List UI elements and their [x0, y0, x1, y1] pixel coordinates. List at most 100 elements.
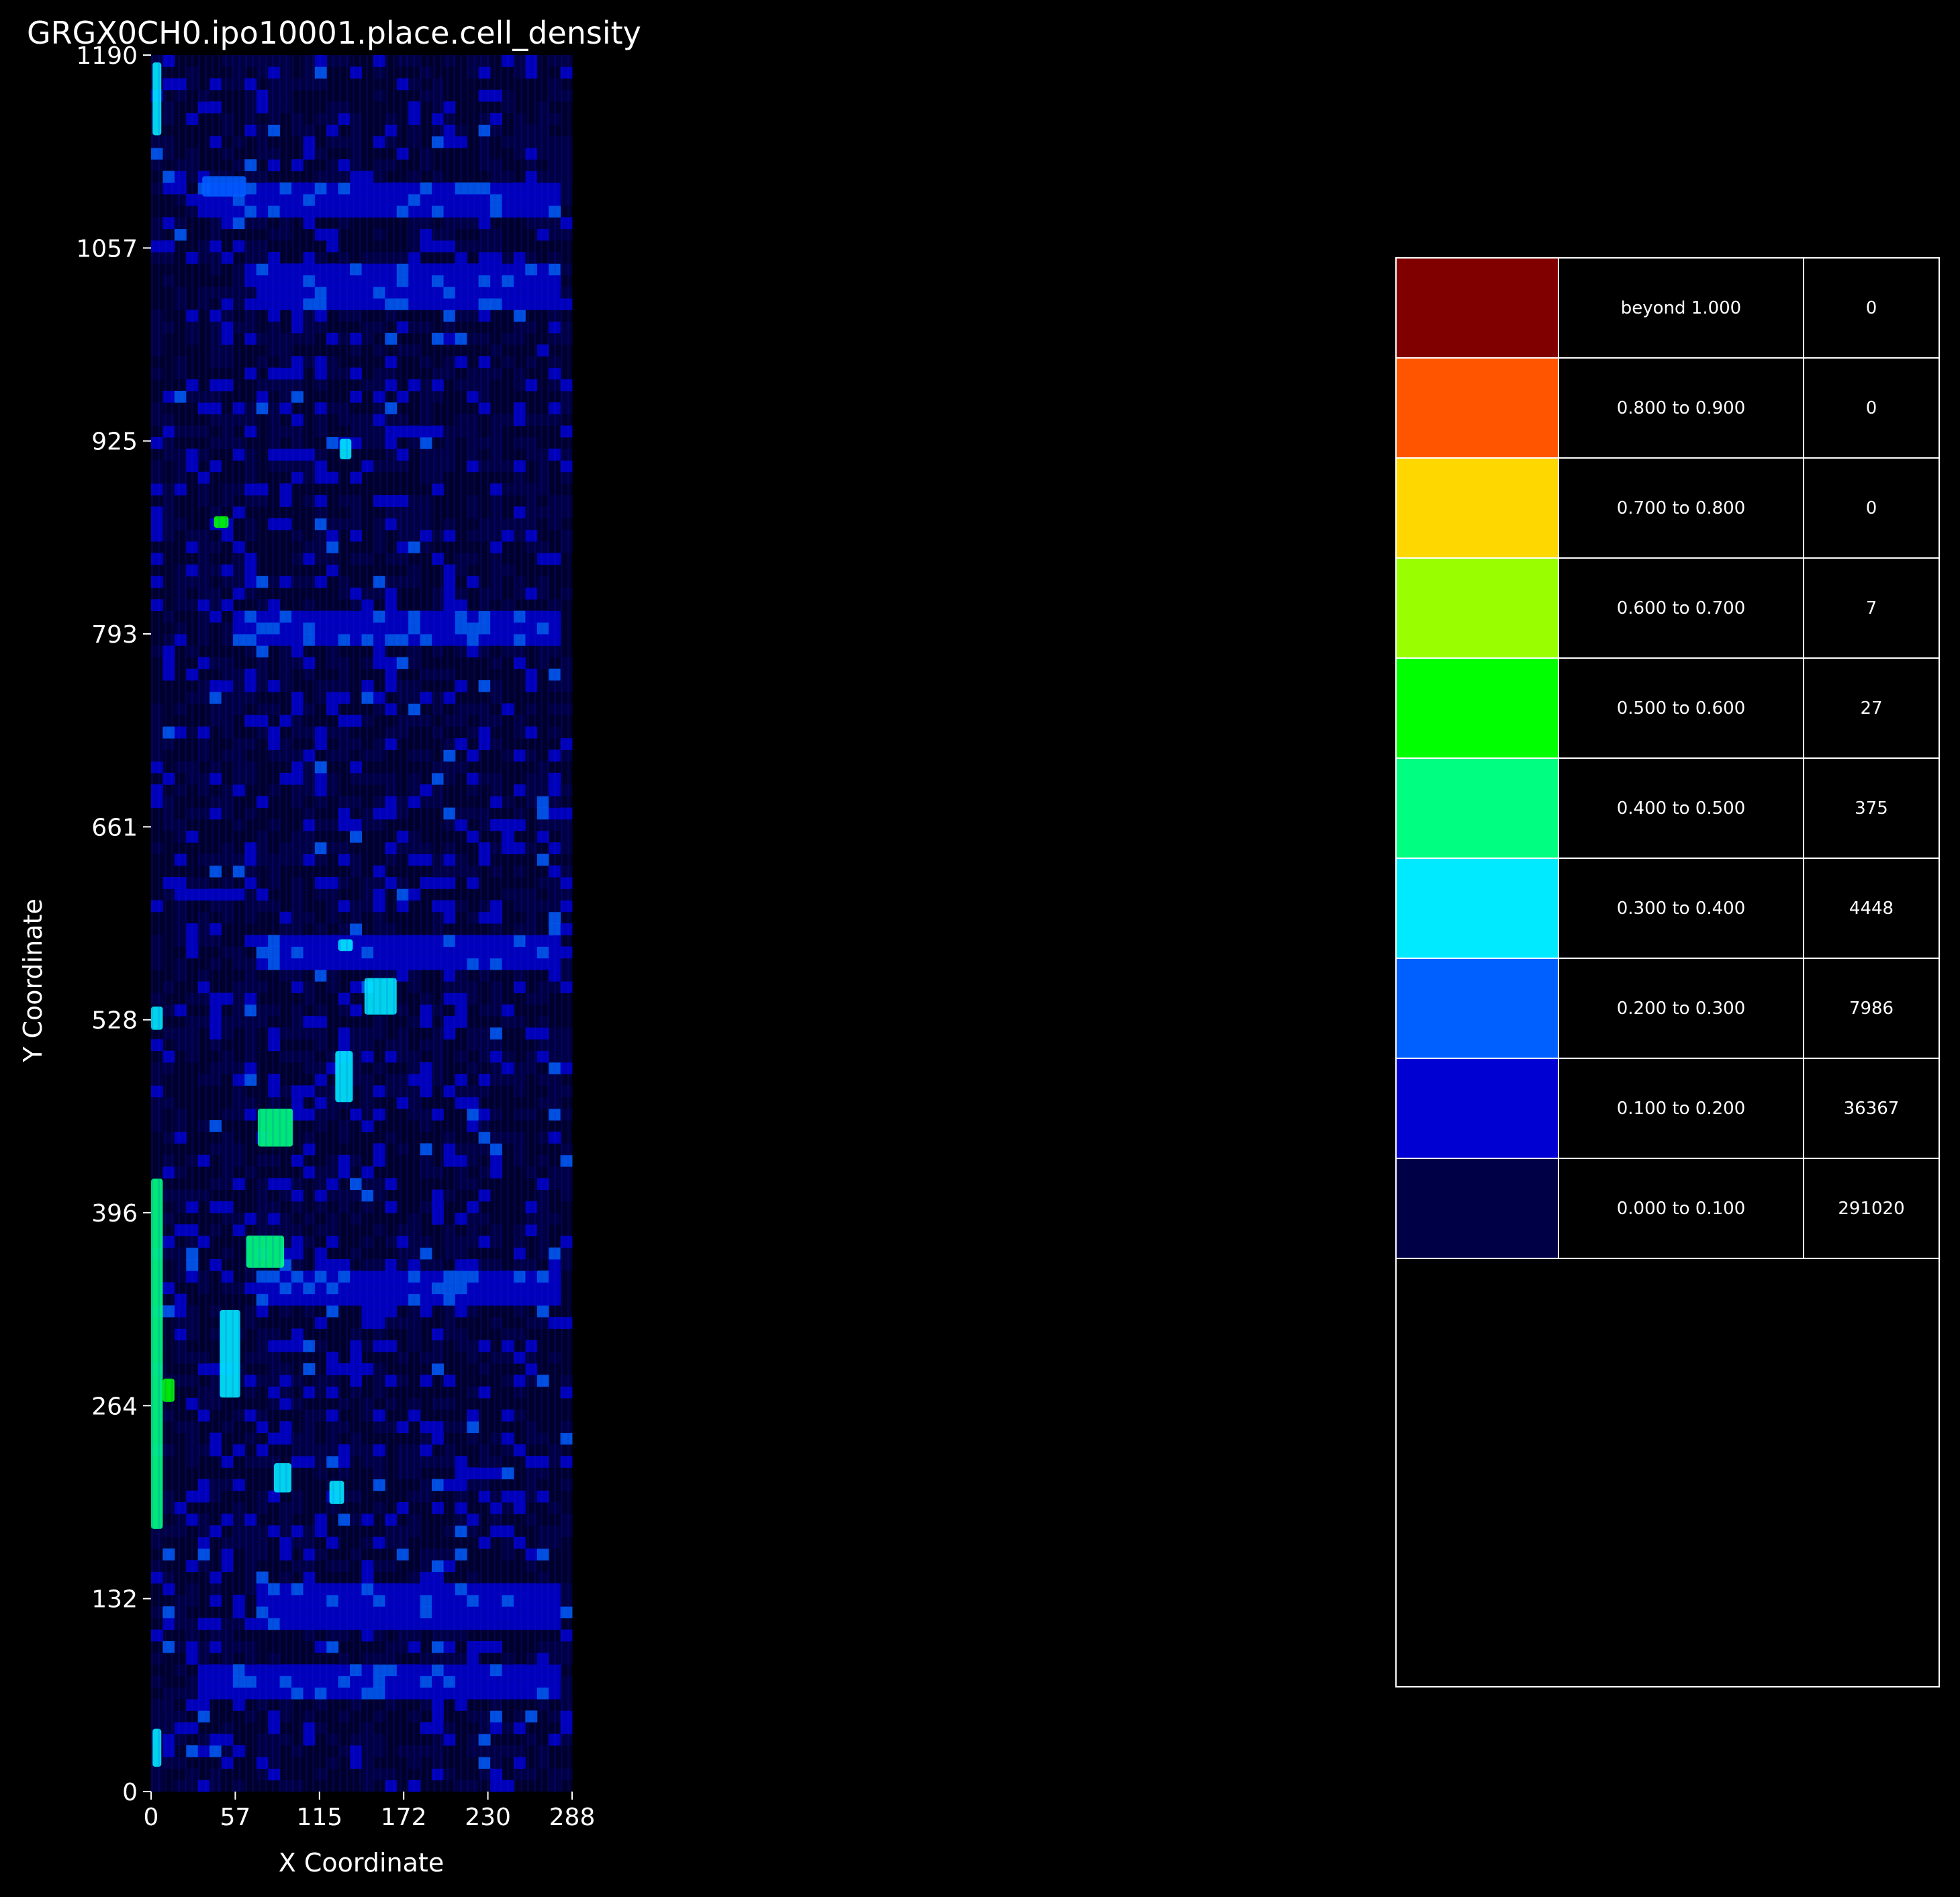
heatmap-cell [396, 692, 409, 704]
heatmap-cell [396, 726, 409, 739]
heatmap-cell [432, 772, 444, 785]
heatmap-cell [373, 1062, 385, 1074]
heatmap-cell [232, 275, 245, 287]
heatmap-cell [232, 634, 245, 646]
heatmap-cell [338, 1397, 351, 1410]
heatmap-cell [268, 182, 281, 195]
heatmap-cell [513, 1583, 526, 1595]
heatmap-cell [268, 1653, 281, 1665]
heatmap-cell [162, 1640, 175, 1653]
heatmap-cell [513, 124, 526, 137]
heatmap-cell [385, 1397, 398, 1410]
heatmap-cell [502, 182, 514, 195]
heatmap-cell [490, 657, 502, 669]
heatmap-cell [373, 1594, 385, 1607]
column-stripe [500, 55, 502, 1792]
heatmap-cell [443, 738, 456, 750]
heatmap-cell [408, 1409, 421, 1422]
heatmap-cell [443, 1189, 456, 1202]
heatmap-cell [455, 379, 467, 391]
heatmap-cell [303, 1340, 316, 1352]
heatmap-cell [373, 182, 385, 195]
heatmap-cell [420, 298, 432, 310]
heatmap-cell [291, 761, 304, 774]
heatmap-cell [455, 958, 467, 970]
heatmap-cell [502, 1062, 514, 1074]
heatmap-cell [303, 1062, 316, 1074]
heatmap-cell [186, 379, 199, 391]
heatmap-cell [338, 1467, 351, 1480]
heatmap-cell [338, 1131, 351, 1144]
heatmap-cell [221, 784, 234, 796]
heatmap-cell [221, 1536, 234, 1549]
heatmap-cell [303, 1733, 316, 1746]
heatmap-cell [197, 1409, 210, 1422]
heatmap-cell [525, 436, 538, 449]
heatmap-cell [396, 680, 409, 692]
heatmap-cell [303, 1050, 316, 1063]
heatmap-cell [373, 1178, 385, 1191]
heatmap-cell [268, 101, 281, 113]
x-tick-label: 0 [144, 1804, 159, 1831]
column-stripe [306, 55, 308, 1792]
heatmap-cell [162, 1699, 175, 1711]
heatmap-cell [221, 414, 234, 426]
heatmap-cell [361, 1039, 374, 1052]
heatmap-cell [303, 1618, 316, 1630]
heatmap-cell [467, 1687, 479, 1700]
heatmap-cell [314, 622, 327, 635]
heatmap-cell [221, 1733, 234, 1746]
heatmap-cell [314, 761, 327, 774]
heatmap-cell [490, 1664, 502, 1677]
heatmap-cell [186, 66, 199, 79]
heatmap-cell [536, 958, 549, 970]
heatmap-cell [408, 78, 421, 91]
heatmap-cell [432, 1340, 444, 1352]
heatmap-cell [560, 529, 573, 542]
heatmap-cell [268, 1178, 281, 1191]
heatmap-cell [197, 923, 210, 935]
heatmap-cell [432, 935, 444, 947]
heatmap-cell [221, 321, 234, 334]
heatmap-cell [209, 714, 222, 727]
heatmap-cell [408, 935, 421, 947]
heatmap-cell [361, 692, 374, 704]
heatmap-cell [350, 946, 362, 959]
heatmap-cell [373, 1305, 385, 1317]
heatmap-cell [186, 193, 199, 206]
heatmap-cell [502, 1444, 514, 1456]
heatmap-cell [502, 1050, 514, 1063]
heatmap-cell [525, 749, 538, 762]
heatmap-cell [350, 1594, 362, 1607]
heatmap-cell [560, 946, 573, 959]
heatmap-cell [502, 55, 514, 67]
heatmap-cell [221, 796, 234, 808]
heatmap-cell [209, 205, 222, 218]
heatmap-cell [232, 1097, 245, 1109]
heatmap-cell [490, 1154, 502, 1167]
heatmap-cell [385, 853, 398, 866]
heatmap-cell [513, 367, 526, 380]
heatmap-cell [432, 1328, 444, 1341]
heatmap-cell [490, 1062, 502, 1074]
heatmap-cell [221, 853, 234, 866]
heatmap-cell [408, 564, 421, 577]
heatmap-cell [268, 252, 281, 264]
heatmap-cell [197, 784, 210, 796]
heatmap-cell [314, 1108, 327, 1121]
heatmap-cell [174, 159, 187, 171]
heatmap-cell [326, 159, 339, 171]
heatmap-cell [513, 645, 526, 657]
heatmap-cell [232, 263, 245, 276]
heatmap-cell [396, 275, 409, 287]
heatmap-cell [326, 784, 339, 796]
heatmap-cell [279, 332, 292, 345]
heatmap-cell [186, 1618, 199, 1630]
heatmap-cell [455, 969, 467, 982]
heatmap-cell [490, 1224, 502, 1236]
heatmap-cell [291, 692, 304, 704]
heatmap-cell [490, 113, 502, 125]
heatmap-cell [502, 252, 514, 264]
heatmap-cell [162, 275, 175, 287]
heatmap-cell [373, 657, 385, 669]
